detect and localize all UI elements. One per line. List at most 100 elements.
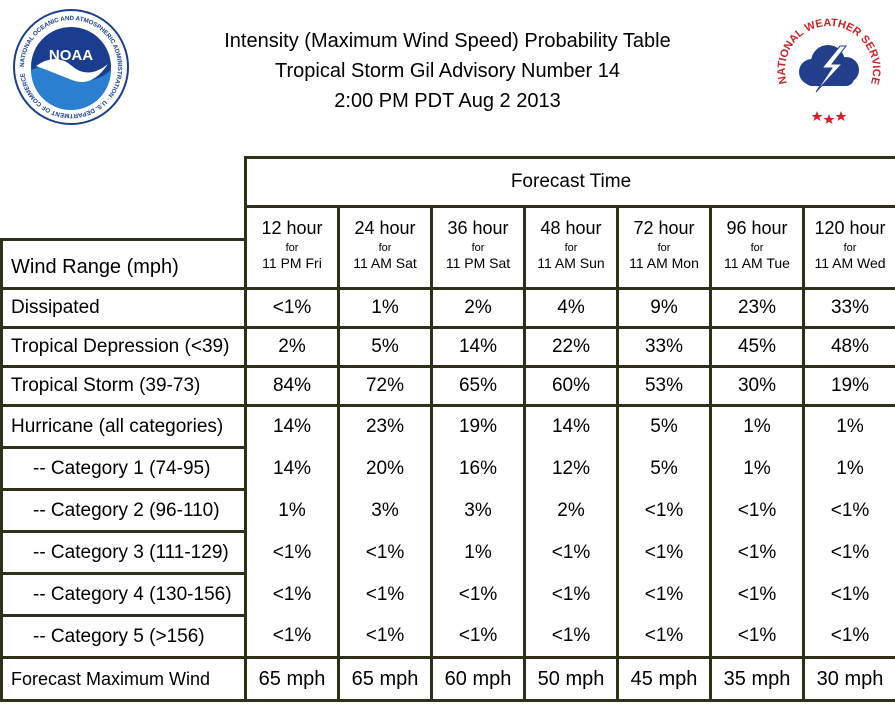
for-label: for bbox=[285, 242, 299, 254]
probability-cell: <1% bbox=[709, 573, 805, 616]
probability-cell: <1% bbox=[616, 615, 712, 659]
probability-cell: <1% bbox=[244, 573, 340, 616]
probability-cell: 48% bbox=[802, 326, 895, 368]
title-block: Intensity (Maximum Wind Speed) Probabili… bbox=[200, 26, 695, 116]
probability-cell: <1% bbox=[523, 573, 619, 616]
hour-column-header: 96 hour for 11 AM Tue bbox=[709, 205, 805, 290]
probability-cell: 2% bbox=[430, 287, 526, 329]
valid-time-label: 11 PM Fri bbox=[262, 255, 322, 271]
probability-cell: 2% bbox=[244, 326, 340, 368]
table-row: Tropical Depression (<39) 2% 5% 14% 22% 33% 45… bbox=[0, 326, 895, 368]
probability-cell: 23% bbox=[709, 287, 805, 329]
noaa-logo: NATIONAL OCEANIC AND ATMOSPHERIC ADMINIS… bbox=[13, 9, 129, 125]
noaa-bird-icon bbox=[36, 59, 108, 82]
for-label: for bbox=[750, 242, 764, 254]
max-wind-cell: 65 mph bbox=[244, 656, 340, 702]
hurricane-row: Hurricane (all categories) 14% 23% 19% 14% 5%… bbox=[0, 404, 895, 449]
probability-cell: 22% bbox=[523, 326, 619, 368]
probability-cell: <1% bbox=[244, 287, 340, 329]
issued-time: 2:00 PM PDT Aug 2 2013 bbox=[334, 90, 561, 112]
empty-corner-cell bbox=[2, 158, 246, 207]
max-wind-cell: 60 mph bbox=[430, 656, 526, 702]
row-label: Hurricane (all categories) bbox=[0, 404, 247, 449]
probability-cell: <1% bbox=[244, 531, 340, 574]
probability-cell: 9% bbox=[616, 287, 712, 329]
valid-time-label: 11 PM Sat bbox=[445, 255, 511, 271]
probability-cell: <1% bbox=[709, 489, 805, 532]
max-wind-cell: 30 mph bbox=[802, 656, 895, 702]
probability-cell: 45% bbox=[709, 326, 805, 368]
for-label: for bbox=[564, 242, 578, 254]
probability-cell: 5% bbox=[616, 447, 712, 490]
probability-cell: 12% bbox=[523, 447, 619, 490]
probability-cell: 19% bbox=[802, 365, 895, 407]
probability-cell: 14% bbox=[523, 404, 619, 448]
probability-cell: 33% bbox=[802, 287, 895, 329]
probability-cell: 16% bbox=[430, 447, 526, 490]
probability-cell: <1% bbox=[802, 531, 895, 574]
probability-cell: 1% bbox=[244, 489, 340, 532]
hour-label: 24 hour bbox=[354, 218, 416, 238]
probability-cell: 33% bbox=[616, 326, 712, 368]
max-wind-cell: 65 mph bbox=[337, 656, 433, 702]
hour-label: 96 hour bbox=[726, 218, 788, 238]
probability-cell: 20% bbox=[337, 447, 433, 490]
probability-cell: <1% bbox=[802, 615, 895, 659]
hour-label: 12 hour bbox=[261, 218, 323, 238]
row-label: -- Category 5 (>156) bbox=[0, 614, 247, 659]
row-label: -- Category 1 (74-95) bbox=[0, 446, 247, 491]
probability-cell: <1% bbox=[337, 573, 433, 616]
probability-cell: <1% bbox=[523, 531, 619, 574]
probability-cell: <1% bbox=[802, 573, 895, 616]
probability-cell: <1% bbox=[430, 615, 526, 659]
probability-cell: 5% bbox=[616, 404, 712, 448]
probability-cell: <1% bbox=[616, 489, 712, 532]
table-row: Dissipated <1% 1% 2% 4% 9% 23% 33% bbox=[0, 287, 895, 329]
row-label: Dissipated bbox=[0, 287, 247, 329]
max-wind-cell: 45 mph bbox=[616, 656, 712, 702]
hour-header-row: 12 hour for 11 PM Fri 24 hour for 11 AM Sat 36… bbox=[2, 205, 895, 290]
nws-logo: NATIONAL WEATHER SERVICE bbox=[774, 12, 884, 124]
probability-cell: <1% bbox=[244, 615, 340, 659]
probability-cell: <1% bbox=[523, 615, 619, 659]
probability-cell: <1% bbox=[616, 531, 712, 574]
valid-time-label: 11 AM Tue bbox=[724, 255, 790, 271]
valid-time-label: 11 AM Sat bbox=[353, 255, 417, 271]
row-label: -- Category 3 (111-129) bbox=[0, 530, 247, 575]
probability-cell: 1% bbox=[709, 404, 805, 448]
forecast-time-header-row: Forecast Time bbox=[2, 156, 895, 208]
probability-cell: <1% bbox=[430, 573, 526, 616]
hour-column-header: 72 hour for 11 AM Mon bbox=[616, 205, 712, 290]
max-wind-label: Forecast Maximum Wind bbox=[0, 656, 247, 702]
probability-cell: 14% bbox=[244, 447, 340, 490]
hurricane-category-row: -- Category 3 (111-129) <1% <1% 1% <1% <1% <1%… bbox=[0, 530, 895, 575]
hour-label: 48 hour bbox=[540, 218, 602, 238]
probability-cell: 14% bbox=[430, 326, 526, 368]
row-label: -- Category 4 (130-156) bbox=[0, 572, 247, 617]
probability-cell: 1% bbox=[802, 447, 895, 490]
probability-cell: <1% bbox=[337, 531, 433, 574]
probability-cell: 5% bbox=[337, 326, 433, 368]
wind-range-header-row: Wind Range (mph) bbox=[0, 238, 895, 290]
hurricane-category-row: -- Category 4 (130-156) <1% <1% <1% <1% <1% <1… bbox=[0, 572, 895, 617]
probability-cell: 19% bbox=[430, 404, 526, 448]
advisory-subtitle: Tropical Storm Gil Advisory Number 14 bbox=[275, 60, 620, 82]
valid-time-label: 11 AM Sun bbox=[537, 255, 605, 271]
max-wind-cell: 50 mph bbox=[523, 656, 619, 702]
hour-column-header: 12 hour for 11 PM Fri bbox=[244, 205, 340, 290]
wind-range-header: Wind Range (mph) bbox=[0, 238, 247, 290]
hour-column-header: 24 hour for 11 AM Sat bbox=[337, 205, 433, 290]
hurricane-category-row: -- Category 5 (>156) <1% <1% <1% <1% <1% <1% <1… bbox=[0, 614, 895, 659]
probability-cell: <1% bbox=[709, 531, 805, 574]
empty-corner-cell bbox=[2, 207, 246, 240]
probability-cell: 1% bbox=[709, 447, 805, 490]
probability-cell: 60% bbox=[523, 365, 619, 407]
max-wind-cell: 35 mph bbox=[709, 656, 805, 702]
stars-icon bbox=[811, 111, 847, 124]
probability-cell: 23% bbox=[337, 404, 433, 448]
probability-cell: 4% bbox=[523, 287, 619, 329]
probability-cell: 1% bbox=[430, 531, 526, 574]
noaa-center-text: NOAA bbox=[49, 47, 93, 64]
probability-cell: 14% bbox=[244, 404, 340, 448]
page-title: Intensity (Maximum Wind Speed) Probabili… bbox=[224, 30, 671, 52]
